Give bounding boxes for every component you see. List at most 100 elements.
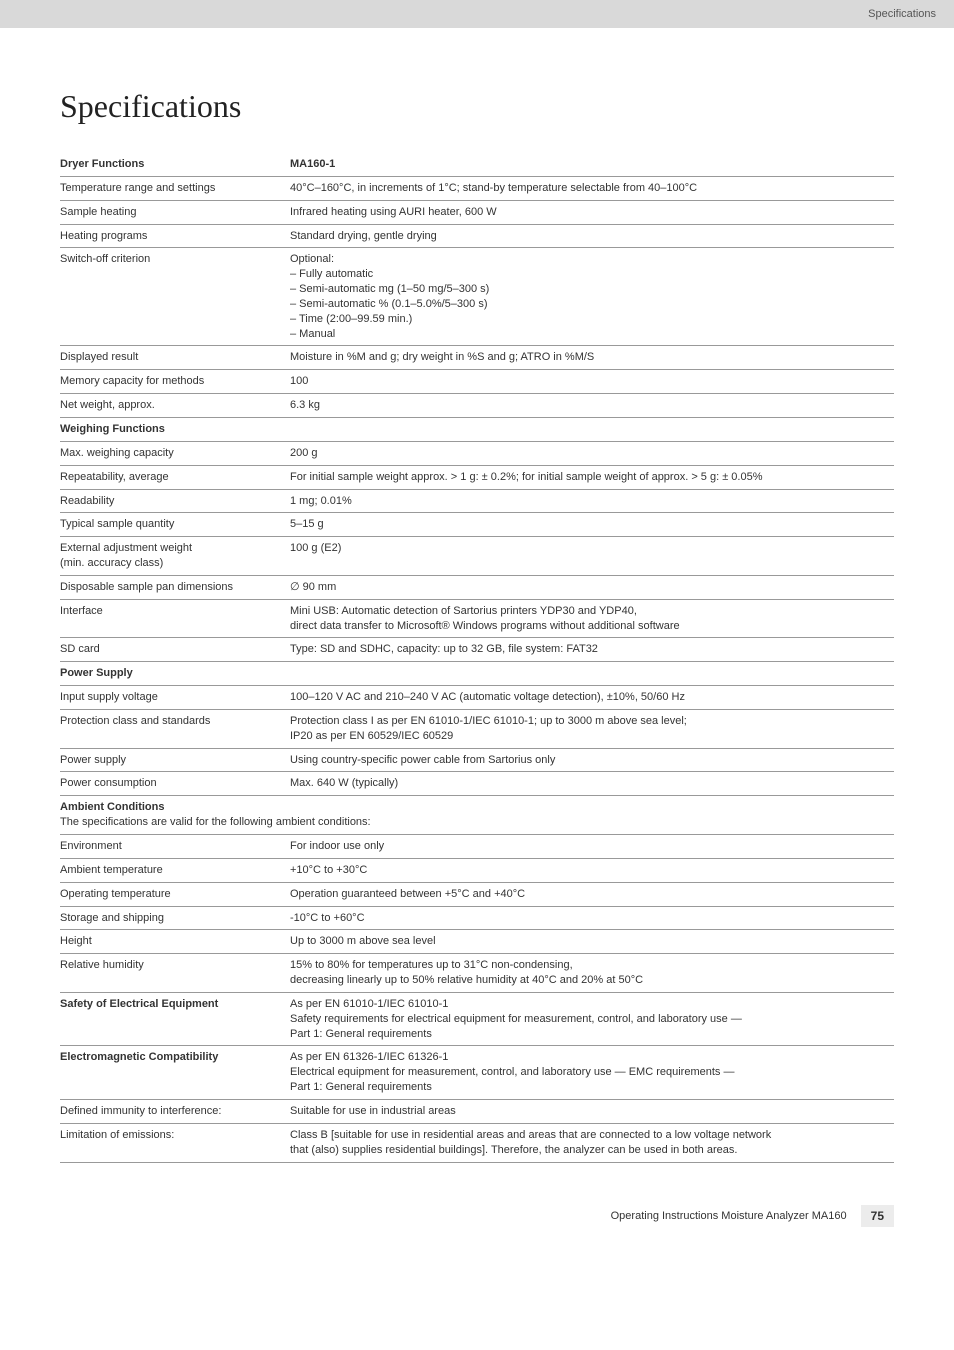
row-label: Power supply <box>60 748 290 772</box>
row-label: Readability <box>60 489 290 513</box>
table-row: Max. weighing capacity200 g <box>60 441 894 465</box>
row-label-full: Ambient ConditionsThe specifications are… <box>60 796 894 835</box>
row-value: 40°C–160°C, in increments of 1°C; stand-… <box>290 176 894 200</box>
table-row: Repeatability, averageFor initial sample… <box>60 465 894 489</box>
row-label: Limitation of emissions: <box>60 1123 290 1162</box>
row-label: Weighing Functions <box>60 417 290 441</box>
row-label: Net weight, approx. <box>60 394 290 418</box>
row-label: Ambient temperature <box>60 858 290 882</box>
table-row: Temperature range and settings40°C–160°C… <box>60 176 894 200</box>
row-value: 6.3 kg <box>290 394 894 418</box>
row-value: Mini USB: Automatic detection of Sartori… <box>290 599 894 638</box>
row-value: 1 mg; 0.01% <box>290 489 894 513</box>
row-label: Power consumption <box>60 772 290 796</box>
row-label: Relative humidity <box>60 954 290 993</box>
page-body: Specifications Dryer FunctionsMA160-1Tem… <box>0 28 954 1183</box>
page-title: Specifications <box>60 88 894 125</box>
row-value: ∅ 90 mm <box>290 575 894 599</box>
table-row: Memory capacity for methods100 <box>60 370 894 394</box>
row-label: Typical sample quantity <box>60 513 290 537</box>
row-value: Optional:– Fully automatic– Semi-automat… <box>290 248 894 346</box>
table-row: Ambient temperature+10°C to +30°C <box>60 858 894 882</box>
row-label: Power Supply <box>60 662 290 686</box>
table-row: Relative humidity15% to 80% for temperat… <box>60 954 894 993</box>
table-row: Power Supply <box>60 662 894 686</box>
row-value: 100 <box>290 370 894 394</box>
table-row: Disposable sample pan dimensions∅ 90 mm <box>60 575 894 599</box>
row-value: +10°C to +30°C <box>290 858 894 882</box>
footer-page-number: 75 <box>861 1205 894 1227</box>
table-row: External adjustment weight(min. accuracy… <box>60 537 894 576</box>
row-value: 5–15 g <box>290 513 894 537</box>
table-row: Power consumptionMax. 640 W (typically) <box>60 772 894 796</box>
row-label: External adjustment weight(min. accuracy… <box>60 537 290 576</box>
row-label: Switch-off criterion <box>60 248 290 346</box>
row-label: Height <box>60 930 290 954</box>
table-row: EnvironmentFor indoor use only <box>60 835 894 859</box>
header-bar: Specifications <box>0 0 954 28</box>
table-row: Typical sample quantity5–15 g <box>60 513 894 537</box>
row-value: Using country-specific power cable from … <box>290 748 894 772</box>
row-value: Suitable for use in industrial areas <box>290 1099 894 1123</box>
row-value: Type: SD and SDHC, capacity: up to 32 GB… <box>290 638 894 662</box>
table-row: Ambient ConditionsThe specifications are… <box>60 796 894 835</box>
row-value <box>290 417 894 441</box>
row-value: Standard drying, gentle drying <box>290 224 894 248</box>
table-row: Net weight, approx.6.3 kg <box>60 394 894 418</box>
footer-text: Operating Instructions Moisture Analyzer… <box>611 1210 847 1222</box>
row-label: Protection class and standards <box>60 709 290 748</box>
table-row: Displayed resultMoisture in %M and g; dr… <box>60 346 894 370</box>
row-value: Class B [suitable for use in residential… <box>290 1123 894 1162</box>
row-value: Operation guaranteed between +5°C and +4… <box>290 882 894 906</box>
table-row: HeightUp to 3000 m above sea level <box>60 930 894 954</box>
row-label: Operating temperature <box>60 882 290 906</box>
row-label: SD card <box>60 638 290 662</box>
row-value: 200 g <box>290 441 894 465</box>
row-label: Disposable sample pan dimensions <box>60 575 290 599</box>
row-label: Defined immunity to interference: <box>60 1099 290 1123</box>
table-row: Electromagnetic CompatibilityAs per EN 6… <box>60 1046 894 1100</box>
row-value: Infrared heating using AURI heater, 600 … <box>290 200 894 224</box>
footer: Operating Instructions Moisture Analyzer… <box>0 1183 954 1247</box>
row-label: Environment <box>60 835 290 859</box>
row-label: Repeatability, average <box>60 465 290 489</box>
row-label: Memory capacity for methods <box>60 370 290 394</box>
row-label: Max. weighing capacity <box>60 441 290 465</box>
row-value: As per EN 61010-1/IEC 61010-1Safety requ… <box>290 992 894 1046</box>
row-value: -10°C to +60°C <box>290 906 894 930</box>
row-label: Storage and shipping <box>60 906 290 930</box>
row-label: Sample heating <box>60 200 290 224</box>
row-value: Max. 640 W (typically) <box>290 772 894 796</box>
table-row: Defined immunity to interference:Suitabl… <box>60 1099 894 1123</box>
table-row: Power supplyUsing country-specific power… <box>60 748 894 772</box>
row-value: For indoor use only <box>290 835 894 859</box>
table-row: Operating temperatureOperation guarantee… <box>60 882 894 906</box>
row-label: Dryer Functions <box>60 153 290 176</box>
row-value: For initial sample weight approx. > 1 g:… <box>290 465 894 489</box>
table-row: Sample heatingInfrared heating using AUR… <box>60 200 894 224</box>
row-label: Input supply voltage <box>60 686 290 710</box>
table-row: Input supply voltage100–120 V AC and 210… <box>60 686 894 710</box>
table-row: Storage and shipping-10°C to +60°C <box>60 906 894 930</box>
table-row: Switch-off criterionOptional:– Fully aut… <box>60 248 894 346</box>
row-label: Electromagnetic Compatibility <box>60 1046 290 1100</box>
table-row: Dryer FunctionsMA160-1 <box>60 153 894 176</box>
table-row: Protection class and standardsProtection… <box>60 709 894 748</box>
table-row: InterfaceMini USB: Automatic detection o… <box>60 599 894 638</box>
row-value: Moisture in %M and g; dry weight in %S a… <box>290 346 894 370</box>
spec-table: Dryer FunctionsMA160-1Temperature range … <box>60 153 894 1163</box>
row-value: Protection class I as per EN 61010-1/IEC… <box>290 709 894 748</box>
row-value: MA160-1 <box>290 153 894 176</box>
table-row: SD cardType: SD and SDHC, capacity: up t… <box>60 638 894 662</box>
row-value: 15% to 80% for temperatures up to 31°C n… <box>290 954 894 993</box>
row-label: Safety of Electrical Equipment <box>60 992 290 1046</box>
row-value: Up to 3000 m above sea level <box>290 930 894 954</box>
row-value: As per EN 61326-1/IEC 61326-1Electrical … <box>290 1046 894 1100</box>
header-section-label: Specifications <box>868 8 936 20</box>
row-label: Temperature range and settings <box>60 176 290 200</box>
table-row: Readability1 mg; 0.01% <box>60 489 894 513</box>
row-label: Heating programs <box>60 224 290 248</box>
row-value <box>290 662 894 686</box>
table-row: Weighing Functions <box>60 417 894 441</box>
row-value: 100–120 V AC and 210–240 V AC (automatic… <box>290 686 894 710</box>
